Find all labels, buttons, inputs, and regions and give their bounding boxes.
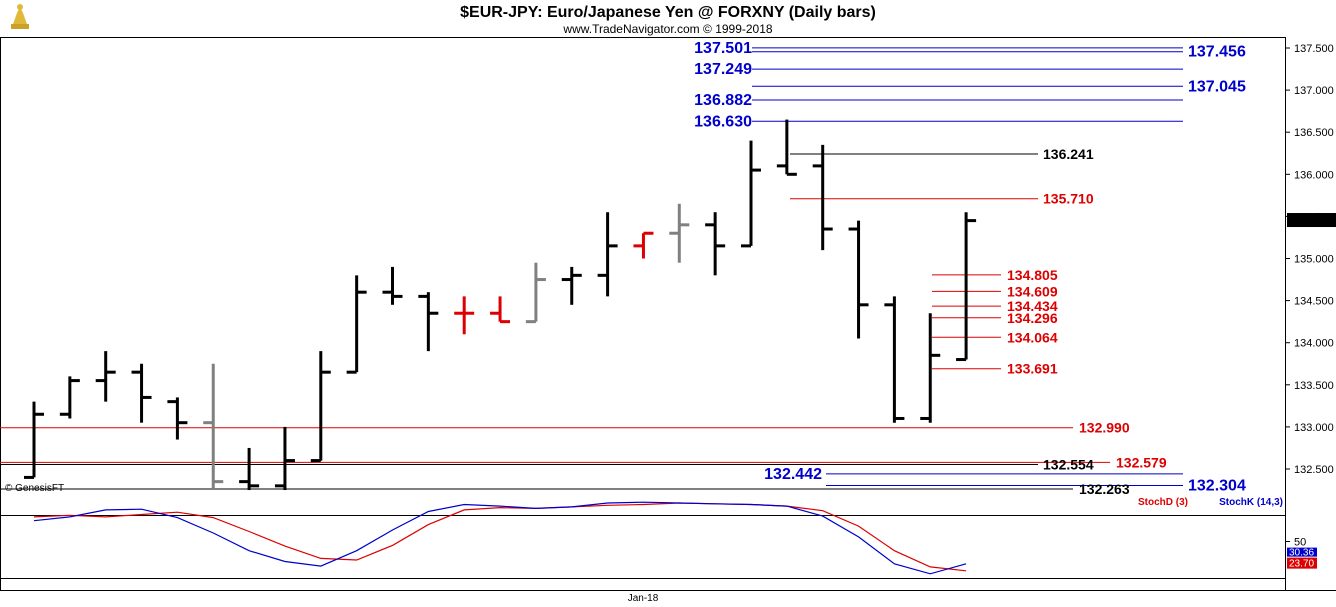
level-label: 132.990: [1079, 420, 1130, 436]
last-price-label: 135.457: [1290, 215, 1330, 227]
ohlc-bar: [490, 296, 511, 324]
ohlc-bar: [24, 401, 44, 479]
x-axis-label: Jan-18: [628, 593, 659, 604]
chart-header: $EUR-JPY: Euro/Japanese Yen @ FORXNY (Da…: [11, 4, 876, 36]
ohlc-bar: [741, 140, 761, 248]
stochk-value: 30.36: [1289, 548, 1314, 559]
stochk-value-tag: [1287, 547, 1317, 557]
y-tick-label: 136.500: [1294, 127, 1334, 139]
ohlc-bar: [776, 119, 797, 176]
level-label: 132.554: [1043, 456, 1094, 472]
level-label: 137.501: [694, 40, 752, 57]
y-tick-label: 136.000: [1294, 169, 1334, 181]
price-bars: [24, 119, 977, 491]
y-tick-label: 137.500: [1294, 43, 1334, 55]
ohlc-bar: [310, 351, 331, 463]
ohlc-bar: [203, 363, 224, 491]
ohlc-bar: [59, 376, 80, 419]
levels-layer: 137.501 137.456 137.249 137.045 136.882 136.6…: [0, 40, 1246, 497]
stoch-legend: StochD (3) StochK (14,3): [1138, 497, 1283, 508]
ohlc-bar: [454, 296, 475, 335]
level-label: 136.882: [694, 92, 752, 109]
y-tick-label: 133.500: [1294, 380, 1334, 392]
ohlc-bar: [167, 397, 188, 440]
ohlc-bar: [597, 212, 618, 297]
stochd-line: [33, 502, 967, 572]
level-label: 137.045: [1188, 78, 1246, 95]
level-label: 132.263: [1079, 481, 1130, 497]
level-label: 132.442: [764, 466, 822, 483]
y-tick-label: 135.000: [1294, 254, 1334, 266]
stochk-line: [33, 501, 967, 575]
ohlc-bar: [239, 447, 260, 491]
ohlc-bar: [346, 275, 367, 374]
stochd-value-tag: [1287, 557, 1317, 569]
y-tick-label: 137.000: [1294, 85, 1334, 97]
chart-title: $EUR-JPY: Euro/Japanese Yen @ FORXNY (Da…: [460, 4, 876, 21]
y-tick-label: 134.500: [1294, 296, 1334, 308]
ohlc-bar: [705, 212, 726, 276]
last-price-tag: [1287, 213, 1336, 228]
level-label: 136.241: [1043, 146, 1094, 162]
watermark: © GenesisFT: [5, 483, 64, 494]
stoch-tick-label: 50: [1294, 537, 1306, 549]
level-label: 132.579: [1116, 454, 1167, 470]
ohlc-bar: [848, 220, 869, 339]
level-label: 134.434: [1007, 298, 1058, 314]
ohlc-bar: [884, 296, 905, 423]
ohlc-bar: [382, 266, 403, 305]
level-label: 133.691: [1007, 361, 1058, 377]
ohlc-bar: [561, 266, 582, 305]
level-label: 136.630: [694, 113, 752, 130]
y-tick-label: 134.000: [1294, 338, 1334, 350]
stochd-value: 23.70: [1289, 559, 1314, 570]
ohlc-bar: [956, 212, 977, 362]
level-label: 137.249: [694, 61, 752, 78]
ohlc-bar: [920, 313, 941, 423]
y-tick-label: 132.500: [1294, 464, 1334, 476]
level-label: 134.805: [1007, 267, 1058, 283]
ohlc-bar: [525, 262, 546, 324]
ohlc-bar: [131, 363, 152, 423]
level-label: 134.609: [1007, 283, 1058, 299]
ohlc-bar: [95, 351, 116, 402]
level-label: 137.456: [1188, 44, 1246, 61]
level-label: 134.296: [1007, 310, 1058, 326]
level-label: 132.304: [1188, 478, 1246, 495]
price-y-axis: 137.500137.000136.500136.000135.500135.0…: [1285, 43, 1336, 476]
ohlc-bar: [633, 231, 654, 259]
level-label: 135.710: [1043, 191, 1094, 207]
chart-subtitle: www.TradeNavigator.com © 1999-2018: [562, 22, 772, 36]
gold-figure-logo-icon: [11, 4, 29, 29]
ohlc-bar: [418, 292, 439, 352]
stochk-legend: StochK (14,3): [1219, 497, 1283, 508]
plot-frame: [0, 37, 1286, 591]
stochd-legend: StochD (3): [1138, 497, 1188, 508]
level-label: 134.064: [1007, 329, 1058, 345]
ohlc-bar: [812, 144, 833, 251]
y-tick-label: 133.000: [1294, 422, 1334, 434]
ohlc-bar: [274, 426, 295, 491]
ohlc-bar: [669, 203, 690, 263]
